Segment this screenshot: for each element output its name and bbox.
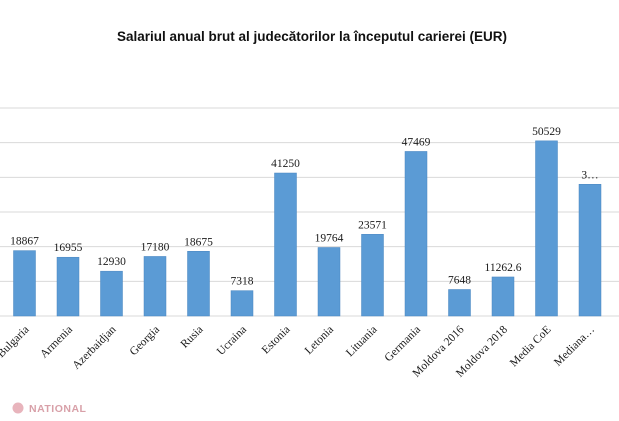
bar [535,140,558,317]
value-labels: …987188671695512930171801867573184125019… [10,126,599,288]
value-label: 18867 [10,236,39,248]
category-label: Mediana… [552,324,597,369]
value-label: 41250 [271,158,300,170]
bar [317,247,341,317]
category-label: Estonia [260,324,293,357]
category-label: Ucraina [215,324,249,358]
gridlines [0,107,619,317]
watermark-logo-icon [12,402,24,414]
value-label: 18675 [184,236,213,248]
category-label: Azerbaidjan [70,323,118,371]
bar [361,234,384,317]
bar [578,184,602,317]
bars [13,140,602,317]
bar [100,270,123,317]
category-label: Bulgaria [0,324,32,360]
category-labels: …aBulgariaArmeniaAzerbaidjanGeorgiaRusia… [0,323,597,379]
value-label: 7318 [231,276,254,288]
bar [187,251,210,317]
category-label: Rusia [179,324,206,351]
value-label: 19764 [315,232,344,244]
category-label: Germania [383,324,424,365]
value-label: 47469 [402,136,431,148]
value-label: 12930 [97,256,126,268]
bar [230,290,254,317]
bar [404,151,428,317]
category-label: Media CoE [508,324,554,370]
bar [56,256,80,317]
value-label: 17180 [141,241,170,253]
category-label: Armenia [38,324,75,361]
value-label: 16955 [54,242,83,254]
value-label: 23571 [358,219,387,231]
bar [13,250,36,317]
value-label: 50529 [532,126,561,138]
chart-title: Salariul anual brut al judecătorilor la … [117,29,507,44]
national-watermark: NATIONAL [12,402,87,415]
category-label: Georgia [128,324,163,359]
value-label: 7648 [448,274,471,286]
category-label: Letonia [303,324,336,357]
value-label: 11262.6 [485,262,522,274]
category-label: Lituania [344,324,380,360]
bar [143,256,167,317]
bar [491,276,515,317]
watermark-text: NATIONAL [29,403,87,415]
bar [448,289,471,317]
bar [274,172,297,317]
value-label: 3… [581,169,598,181]
